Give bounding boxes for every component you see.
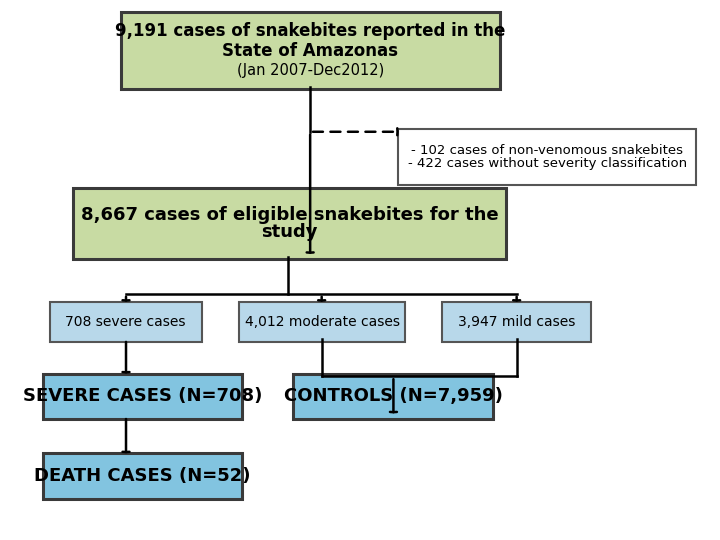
Text: State of Amazonas: State of Amazonas [222,42,398,60]
Text: 708 severe cases: 708 severe cases [66,315,186,329]
Text: 9,191 cases of snakebites reported in the: 9,191 cases of snakebites reported in th… [115,22,505,39]
Text: 8,667 cases of eligible snakebites for the: 8,667 cases of eligible snakebites for t… [81,206,499,224]
Text: 4,012 moderate cases: 4,012 moderate cases [245,315,400,329]
Text: CONTROLS (N=7,959): CONTROLS (N=7,959) [284,387,503,406]
Text: 3,947 mild cases: 3,947 mild cases [458,315,575,329]
FancyBboxPatch shape [442,302,591,342]
Text: (Jan 2007-Dec2012): (Jan 2007-Dec2012) [237,63,384,78]
FancyBboxPatch shape [42,374,243,419]
Text: study: study [261,224,318,241]
FancyBboxPatch shape [293,374,493,419]
Text: DEATH CASES (N=52): DEATH CASES (N=52) [35,467,251,485]
Text: SEVERE CASES (N=708): SEVERE CASES (N=708) [23,387,262,406]
FancyBboxPatch shape [73,187,506,259]
Text: - 422 cases without severity classification: - 422 cases without severity classificat… [408,157,687,170]
FancyBboxPatch shape [398,129,696,185]
FancyBboxPatch shape [50,302,202,342]
Text: - 102 cases of non-venomous snakebites: - 102 cases of non-venomous snakebites [411,144,683,157]
FancyBboxPatch shape [239,302,405,342]
FancyBboxPatch shape [120,12,500,89]
FancyBboxPatch shape [42,454,243,498]
